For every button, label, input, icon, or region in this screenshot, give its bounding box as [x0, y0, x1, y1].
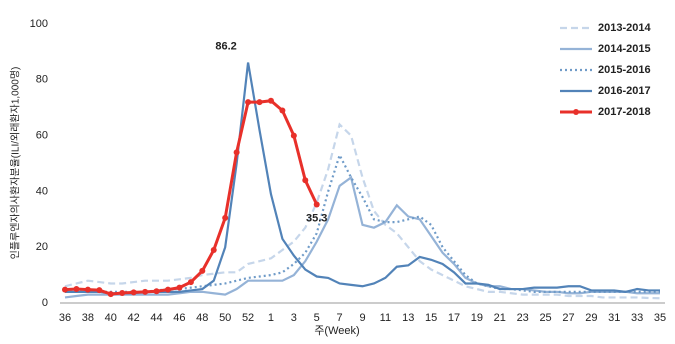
series-line — [65, 62, 660, 295]
x-axis-title: 주(Week) — [314, 325, 359, 337]
point — [245, 99, 252, 106]
point — [210, 246, 217, 253]
series-line — [64, 99, 319, 296]
x-tick-label: 21 — [494, 312, 506, 324]
point — [290, 132, 297, 139]
x-tick-label: 7 — [337, 312, 343, 324]
y-tick-label: 0 — [42, 297, 48, 309]
value-label: 35.3 — [306, 212, 327, 224]
point — [176, 284, 183, 291]
x-tick-label: 31 — [608, 312, 620, 324]
legend-label: 2014-2015 — [598, 43, 651, 55]
x-tick-label: 36 — [59, 312, 71, 324]
x-tick-label: 33 — [631, 312, 643, 324]
point — [187, 279, 194, 286]
x-tick-label: 50 — [219, 312, 231, 324]
x-tick-label: 15 — [425, 312, 437, 324]
y-axis-title: 인플루엔자의사환자분율(ILI/외래환자1,000명) — [10, 67, 22, 260]
point — [73, 286, 80, 293]
x-tick-label: 25 — [539, 312, 551, 324]
legend-label: 2015-2016 — [598, 64, 651, 76]
legend-label: 2017-2018 — [598, 106, 651, 118]
value-label: 86.2 — [215, 40, 236, 52]
y-tick-label: 80 — [36, 74, 48, 86]
x-tick-label: 5 — [314, 312, 320, 324]
x-tick-label: 19 — [471, 312, 483, 324]
x-tick-label: 35 — [654, 312, 666, 324]
y-tick-label: 40 — [36, 185, 48, 197]
point — [233, 149, 240, 156]
point — [222, 214, 229, 221]
point — [164, 286, 171, 293]
x-tick-label: 40 — [105, 312, 117, 324]
legend-marker — [573, 109, 579, 115]
point — [130, 289, 137, 296]
series-line — [64, 175, 660, 299]
x-tick-label: 27 — [562, 312, 574, 324]
x-tick-label: 29 — [585, 312, 597, 324]
x-tick-label: 23 — [517, 312, 529, 324]
x-tick-label: 9 — [359, 312, 365, 324]
point — [84, 286, 91, 293]
y-tick-label: 100 — [30, 18, 48, 30]
x-tick-label: 52 — [242, 312, 254, 324]
x-tick-label: 1 — [268, 312, 274, 324]
point — [142, 288, 149, 295]
point — [267, 97, 274, 104]
point — [153, 288, 160, 295]
point — [313, 201, 320, 208]
x-tick-label: 3 — [291, 312, 297, 324]
point — [302, 177, 309, 184]
point — [119, 289, 126, 296]
x-tick-label: 42 — [128, 312, 140, 324]
y-tick-label: 20 — [36, 241, 48, 253]
x-tick-label: 48 — [196, 312, 208, 324]
point — [279, 107, 286, 114]
x-tick-label: 38 — [82, 312, 94, 324]
x-tick-label: 46 — [173, 312, 185, 324]
point — [96, 287, 103, 294]
x-tick-label: 13 — [402, 312, 414, 324]
legend-label: 2016-2017 — [598, 85, 651, 97]
legend-label: 2013-2014 — [598, 22, 651, 34]
point — [62, 286, 68, 293]
point — [256, 99, 263, 106]
series-line — [64, 122, 661, 300]
x-tick-label: 44 — [150, 312, 162, 324]
point — [107, 291, 114, 298]
y-tick-label: 60 — [36, 130, 48, 142]
x-tick-label: 11 — [380, 312, 391, 324]
x-tick-label: 17 — [448, 312, 460, 324]
series-line — [65, 152, 660, 293]
point — [199, 267, 206, 274]
